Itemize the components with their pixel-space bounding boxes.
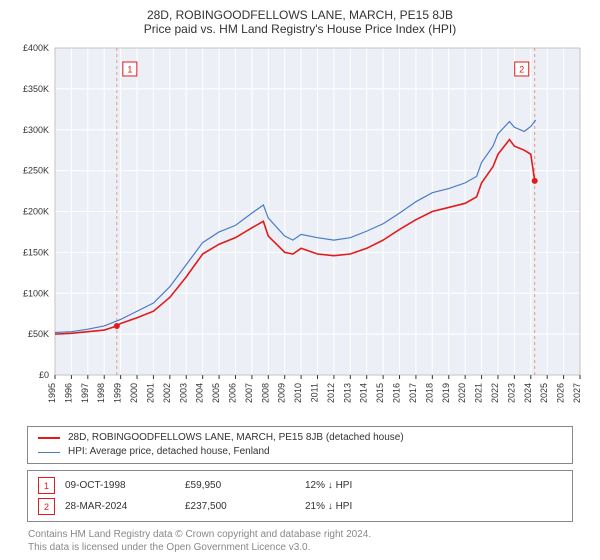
sale-marker: 2	[38, 498, 55, 515]
svg-text:£100K: £100K	[23, 288, 49, 298]
sale-diff: 12% ↓ HPI	[295, 480, 415, 491]
sales-table: 1 09-OCT-1998 £59,950 12% ↓ HPI 2 28-MAR…	[27, 470, 573, 522]
table-row: 1 09-OCT-1998 £59,950 12% ↓ HPI	[28, 475, 572, 496]
svg-text:2001: 2001	[145, 383, 155, 403]
footer: Contains HM Land Registry data © Crown c…	[28, 528, 572, 554]
legend-row: HPI: Average price, detached house, Fenl…	[38, 445, 562, 459]
sale-date: 28-MAR-2024	[55, 501, 175, 512]
legend-row: 28D, ROBINGOODFELLOWS LANE, MARCH, PE15 …	[38, 431, 562, 445]
svg-text:2010: 2010	[293, 383, 303, 403]
svg-text:£250K: £250K	[23, 166, 49, 176]
svg-text:£400K: £400K	[23, 43, 49, 53]
svg-text:2011: 2011	[310, 383, 320, 402]
legend-swatch	[38, 452, 60, 453]
svg-text:£350K: £350K	[23, 84, 49, 94]
title-line-1: 28D, ROBINGOODFELLOWS LANE, MARCH, PE15 …	[147, 8, 453, 22]
svg-text:1995: 1995	[47, 383, 57, 403]
svg-text:2020: 2020	[457, 383, 467, 403]
svg-text:2: 2	[519, 65, 524, 75]
svg-text:£150K: £150K	[23, 247, 49, 257]
svg-text:£200K: £200K	[23, 207, 49, 217]
svg-text:2006: 2006	[227, 383, 237, 403]
legend-swatch	[38, 437, 60, 439]
svg-text:1999: 1999	[113, 383, 123, 403]
sale-date: 09-OCT-1998	[55, 480, 175, 491]
svg-text:2002: 2002	[162, 383, 172, 403]
footer-line: This data is licensed under the Open Gov…	[28, 541, 572, 554]
legend-label: HPI: Average price, detached house, Fenl…	[68, 445, 270, 459]
svg-text:2004: 2004	[195, 383, 205, 403]
legend: 28D, ROBINGOODFELLOWS LANE, MARCH, PE15 …	[27, 426, 573, 464]
svg-text:2012: 2012	[326, 383, 336, 403]
svg-text:2009: 2009	[277, 383, 287, 403]
svg-text:2000: 2000	[129, 383, 139, 403]
svg-text:2015: 2015	[375, 383, 385, 403]
svg-text:2022: 2022	[490, 383, 500, 403]
svg-text:£300K: £300K	[23, 125, 49, 135]
chart-container: 28D, ROBINGOODFELLOWS LANE, MARCH, PE15 …	[0, 0, 600, 560]
footer-line: Contains HM Land Registry data © Crown c…	[28, 528, 572, 541]
svg-text:2013: 2013	[342, 383, 352, 403]
svg-text:1: 1	[127, 65, 132, 75]
svg-text:2021: 2021	[474, 383, 484, 403]
svg-text:2016: 2016	[392, 383, 402, 403]
svg-text:2014: 2014	[359, 383, 369, 403]
sale-diff: 21% ↓ HPI	[295, 501, 415, 512]
sale-marker: 1	[38, 477, 55, 494]
svg-text:2024: 2024	[523, 383, 533, 403]
svg-text:2018: 2018	[424, 383, 434, 403]
price-chart: £0 £50K £100K £150K £200K £250K £300K £350K £400…	[10, 40, 590, 420]
svg-text:2026: 2026	[556, 383, 566, 403]
title-line-2: Price paid vs. HM Land Registry's House …	[144, 22, 456, 36]
sale-price: £237,500	[175, 501, 295, 512]
svg-text:2027: 2027	[572, 383, 582, 403]
legend-label: 28D, ROBINGOODFELLOWS LANE, MARCH, PE15 …	[68, 431, 404, 445]
svg-text:£50K: £50K	[28, 329, 49, 339]
svg-text:2003: 2003	[178, 383, 188, 403]
svg-text:1996: 1996	[63, 383, 73, 403]
table-row: 2 28-MAR-2024 £237,500 21% ↓ HPI	[28, 496, 572, 517]
svg-text:2007: 2007	[244, 383, 254, 403]
sale-price: £59,950	[175, 480, 295, 491]
svg-text:2005: 2005	[211, 383, 221, 403]
svg-text:2017: 2017	[408, 383, 418, 403]
svg-text:1998: 1998	[96, 383, 106, 403]
svg-text:1997: 1997	[80, 383, 90, 403]
svg-text:2008: 2008	[260, 383, 270, 403]
svg-text:£0: £0	[39, 370, 49, 380]
svg-text:2025: 2025	[539, 383, 549, 403]
svg-text:2019: 2019	[441, 383, 451, 403]
svg-text:2023: 2023	[506, 383, 516, 403]
